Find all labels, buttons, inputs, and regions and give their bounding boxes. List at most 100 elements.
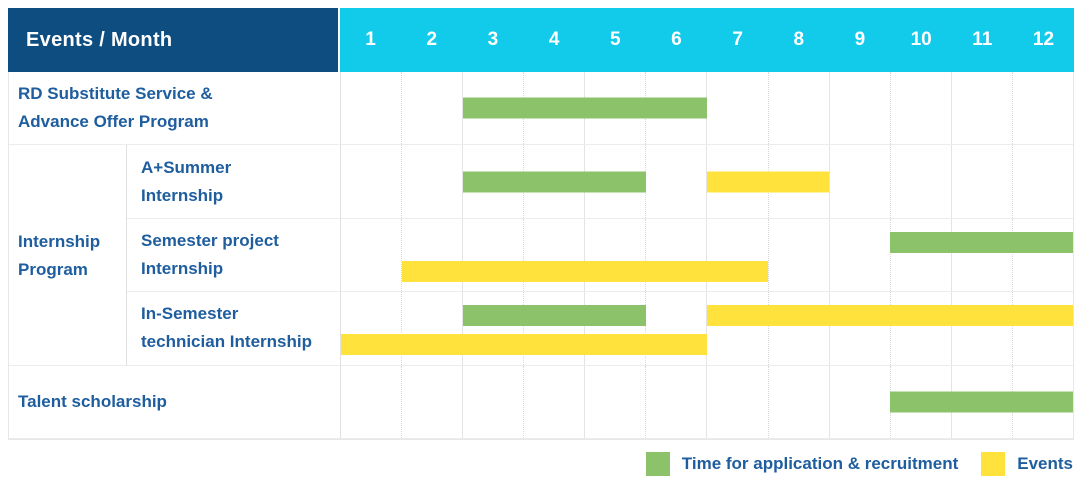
- month-label-11: 11: [972, 29, 993, 50]
- table-row-semester-project-internship: Semester project Internship: [9, 218, 1073, 293]
- legend-label-event: Events: [1017, 454, 1073, 473]
- grid-column-month-12: [1013, 219, 1073, 291]
- legend-item-recruitment: Time for application & recruitment: [645, 452, 959, 476]
- grid-column-month-11: [952, 72, 1013, 145]
- chart-area-a-plus-summer-internship: [341, 145, 1073, 219]
- chart-area-talent-scholarship: [341, 365, 1073, 440]
- grid-column-month-2: [402, 218, 464, 292]
- table-row-in-semester-technician-internship: In-Semester technician Internship: [9, 292, 1073, 366]
- grid-column-month-11: [952, 292, 1013, 365]
- label-line-1: RD Substitute Service &: [18, 84, 213, 104]
- month-label-4: 4: [548, 29, 560, 50]
- grid-column-month-8: [769, 292, 830, 365]
- grid-column-month-8: [769, 72, 830, 145]
- grid-column-month-3: [463, 218, 525, 292]
- label-line-2: technician Internship: [141, 332, 312, 352]
- chart-area-rd-substitute-service-advance-offer-program: [341, 72, 1073, 146]
- grid-column-month-1: [341, 292, 403, 365]
- month-gridlines: [341, 72, 1073, 145]
- label-line-1: Semester project: [141, 231, 279, 251]
- grid-column-month-4: [524, 218, 586, 292]
- legend-label-recruitment: Time for application & recruitment: [681, 454, 959, 473]
- label-line-1: Internship: [18, 231, 101, 251]
- month-gridlines: [341, 292, 1073, 365]
- bar-event-months-7-to-8: [707, 171, 829, 193]
- grid-column-month-8: [769, 145, 830, 218]
- month-gridlines: [341, 218, 1073, 292]
- bar-event-months-7-to-12: [707, 305, 1073, 327]
- row-label-a-plus-summer-internship: A+Summer Internship: [127, 145, 341, 219]
- bar-recruitment-months-3-to-6: [463, 97, 707, 119]
- legend-swatch-event: [981, 452, 1006, 476]
- table-row-rd-substitute-service-advance-offer-program: RD Substitute Service & Advance Offer Pro…: [9, 72, 1073, 146]
- grid-column-month-1: [341, 145, 403, 218]
- table-header-row: Events / Month 1 2 3 4 5 6 7 8 9 10 11 12: [8, 8, 1074, 72]
- label-line-2: Program: [18, 259, 88, 279]
- grid-column-month-10: [891, 72, 952, 145]
- grid-column-month-4: [524, 292, 586, 365]
- row-label-semester-project-internship: Semester project Internship: [127, 218, 341, 293]
- table-body: RD Substitute Service & Advance Offer Pro…: [8, 72, 1074, 440]
- grid-column-month-2: [402, 365, 464, 439]
- group-column-spacer: [9, 145, 127, 219]
- month-label-12: 12: [1032, 29, 1055, 50]
- grid-column-month-5: [585, 292, 647, 365]
- label-line-1: Talent scholarship: [18, 391, 167, 411]
- label-line-1: A+Summer: [141, 157, 232, 177]
- grid-column-month-7: [707, 292, 769, 365]
- grid-column-month-8: [769, 218, 830, 292]
- grid-column-month-12: [1013, 72, 1073, 144]
- chart-area-semester-project-internship: [341, 218, 1073, 293]
- bar-recruitment-months-10-to-12: [890, 231, 1073, 253]
- grid-column-month-1: [341, 218, 403, 292]
- month-label-8: 8: [793, 29, 805, 50]
- grid-column-month-11: [952, 145, 1013, 218]
- grid-column-month-7: [707, 218, 769, 292]
- group-column-spacer: [9, 292, 127, 366]
- group-column-spacer: [9, 218, 127, 293]
- grid-column-month-6: [646, 292, 708, 365]
- grid-column-month-2: [402, 292, 464, 365]
- grid-column-month-7: [707, 72, 769, 145]
- grid-column-month-6: [646, 145, 708, 218]
- grid-column-month-12: [1013, 145, 1073, 217]
- grid-column-month-8: [769, 365, 830, 439]
- grid-column-month-3: [463, 292, 525, 365]
- schedule-table: Events / Month 1 2 3 4 5 6 7 8 9 10 11 12 RD Substi…: [8, 8, 1074, 440]
- month-label-9: 9: [854, 29, 866, 50]
- row-label-in-semester-technician-internship: In-Semester technician Internship: [127, 292, 341, 366]
- group-label-internship-program: Internship Program: [9, 146, 127, 367]
- grid-column-month-10: [891, 145, 952, 218]
- table-row-talent-scholarship: Talent scholarship: [9, 365, 1073, 440]
- table-row-a-plus-summer-internship: A+Summer Internship: [9, 145, 1073, 219]
- legend: Time for application & recruitment Events: [645, 452, 1073, 476]
- grid-column-month-2: [402, 72, 464, 145]
- label-line-2: Advance Offer Program: [18, 112, 209, 132]
- grid-column-month-9: [830, 145, 891, 218]
- bar-event-months-1-to-6: [341, 334, 707, 356]
- grid-column-month-2: [402, 145, 464, 218]
- grid-column-month-6: [646, 365, 708, 439]
- month-label-1: 1: [365, 29, 376, 50]
- label-line-2: Internship: [141, 185, 224, 205]
- bar-event-months-2-to-7: [402, 260, 768, 282]
- grid-column-month-6: [646, 218, 708, 292]
- grid-column-month-5: [585, 365, 647, 439]
- legend-item-event: Events: [981, 452, 1073, 476]
- grid-column-month-5: [585, 218, 647, 292]
- grid-column-month-9: [830, 292, 891, 365]
- grid-column-month-11: [952, 218, 1013, 292]
- grid-column-month-7: [707, 365, 769, 439]
- grid-column-month-1: [341, 365, 403, 439]
- grid-column-month-12: [1013, 292, 1073, 364]
- header-corner-cell: Events / Month: [8, 8, 338, 72]
- grid-column-month-1: [341, 72, 403, 145]
- grid-column-month-3: [463, 365, 525, 439]
- month-label-3: 3: [487, 29, 499, 50]
- month-label-6: 6: [671, 29, 682, 50]
- chart-area-in-semester-technician-internship: [341, 292, 1073, 366]
- grid-column-month-9: [830, 72, 891, 145]
- bar-recruitment-months-3-to-5: [463, 305, 646, 327]
- row-label-talent-scholarship: Talent scholarship: [9, 365, 341, 440]
